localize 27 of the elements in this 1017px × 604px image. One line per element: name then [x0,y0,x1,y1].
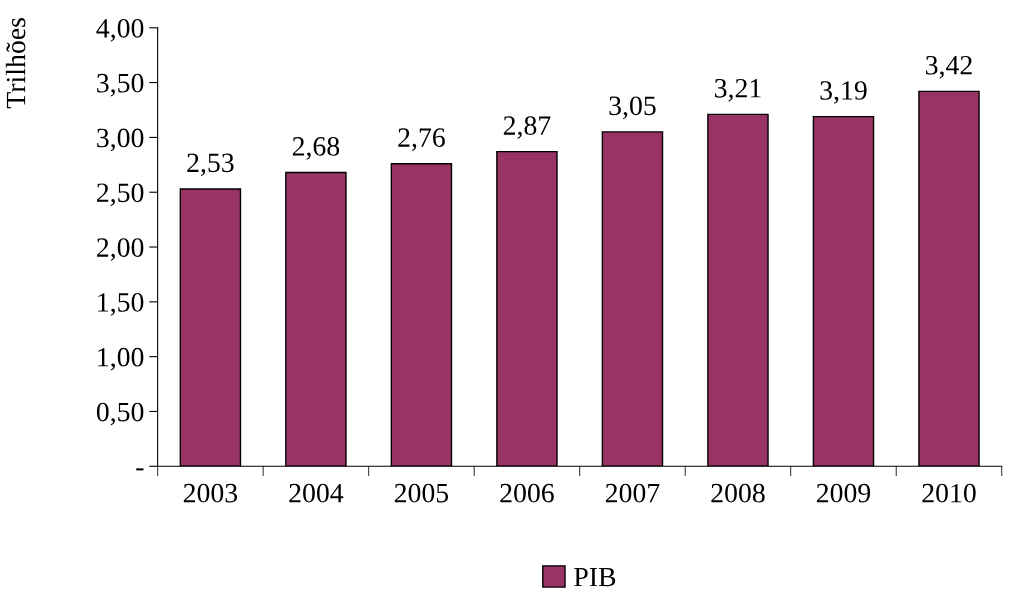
y-tick-label: 1,50 [98,293,144,316]
y-tick-label: 2,00 [97,238,144,261]
y-tick-label: 0,50 [96,402,144,426]
data-label: 3,19 [820,81,867,104]
y-tick-label: 2,50 [97,183,144,207]
data-label: 2,53 [187,153,234,177]
data-label: 2,87 [503,116,551,139]
x-tick-label: 2010 [922,483,976,503]
data-label: 2,68 [292,136,340,160]
y-tick-label: - [136,468,144,471]
x-tick-label: 2004 [289,483,344,503]
y-tick-label: 1,00 [98,347,144,371]
data-label: 3,42 [926,55,972,79]
x-tick-label: 2003 [183,483,238,503]
y-tick-label: 3,00 [97,128,144,152]
y-axis-title: Trilhões [5,18,26,109]
y-tick-label: 4,00 [96,18,144,42]
legend-label: PIB [574,567,616,587]
x-tick-label: 2007 [605,483,660,503]
data-label: 3,05 [609,96,656,120]
x-tick-label: 2005 [394,483,449,503]
data-label: 3,21 [714,78,761,102]
x-tick-label: 2006 [500,483,554,503]
data-label: 2,76 [398,128,445,151]
x-tick-label: 2009 [816,483,871,503]
x-tick-label: 2008 [711,483,765,503]
y-tick-label: 3,50 [97,73,144,97]
